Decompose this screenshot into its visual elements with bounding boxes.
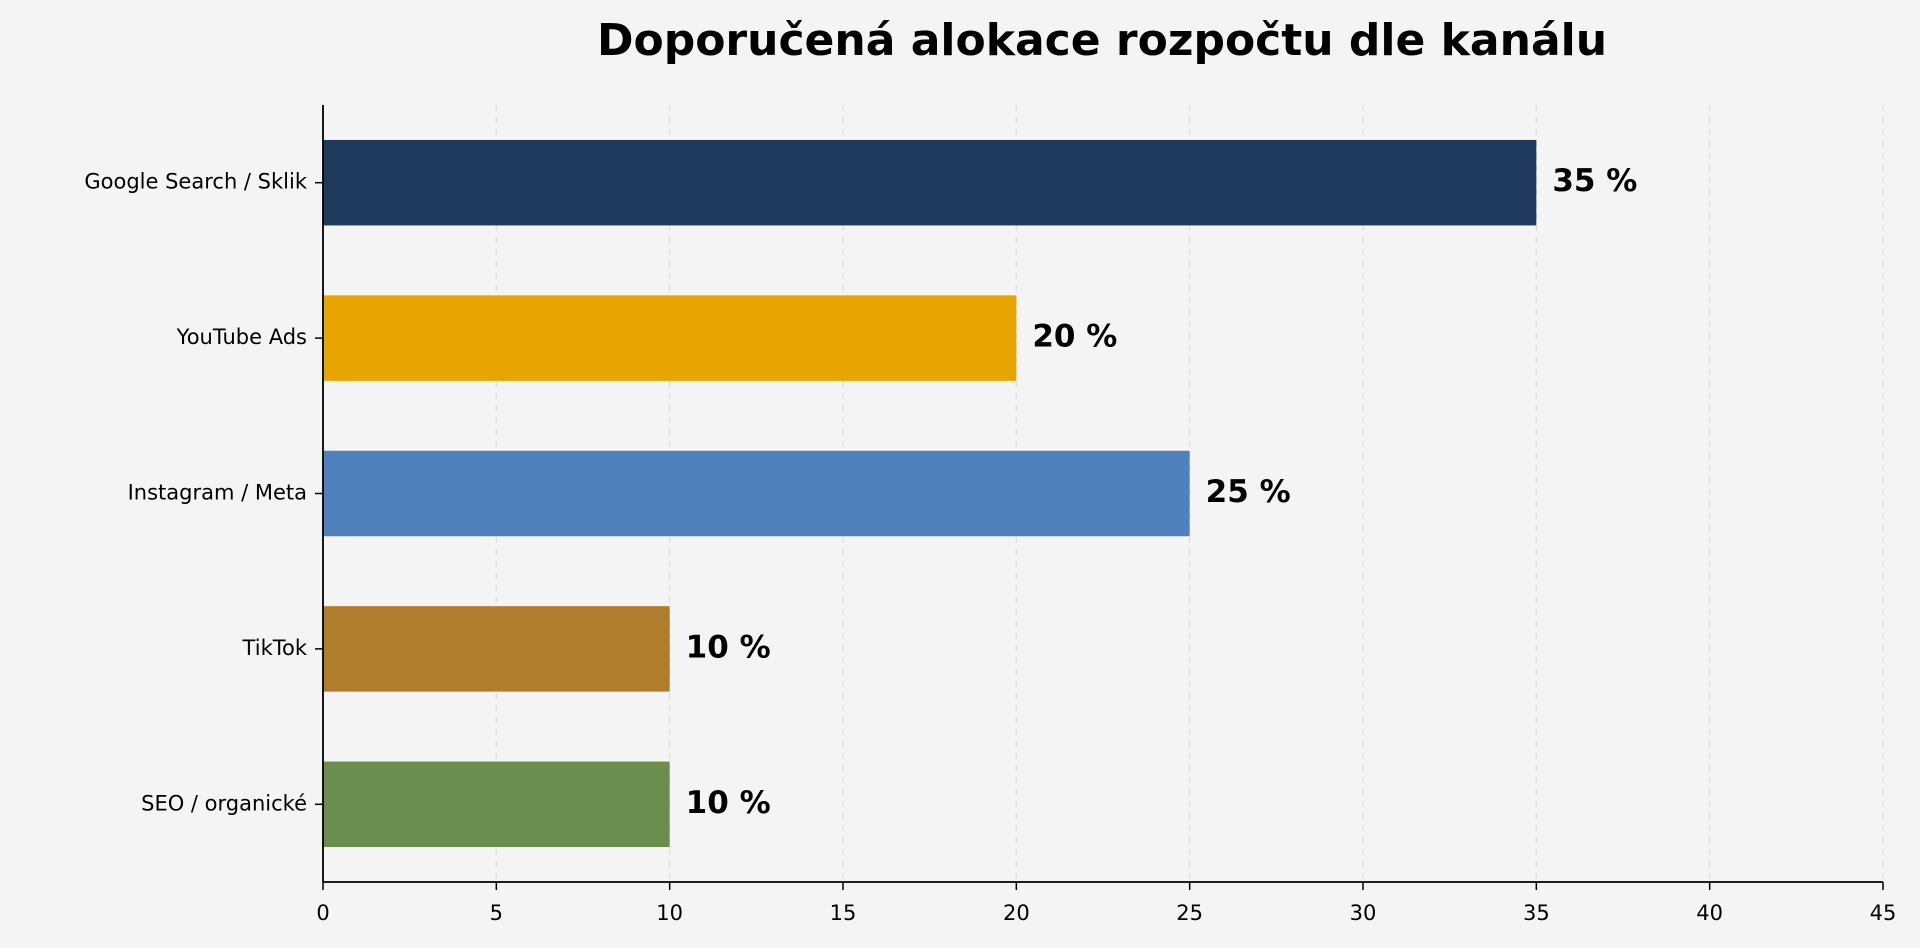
x-tick-label: 10	[656, 901, 683, 925]
y-tick-label: TikTok	[242, 636, 308, 660]
y-tick-label: SEO / organické	[141, 791, 307, 815]
y-tick-label: Instagram / Meta	[128, 481, 307, 505]
bar	[323, 606, 670, 692]
value-label: 10 %	[686, 629, 771, 665]
value-label: 35 %	[1552, 163, 1637, 199]
x-tick-label: 35	[1523, 901, 1550, 925]
x-tick-label: 40	[1696, 901, 1723, 925]
x-tick-label: 20	[1003, 901, 1030, 925]
value-label: 25 %	[1206, 474, 1291, 510]
chart-title: Doporučená alokace rozpočtu dle kanálu	[597, 15, 1607, 66]
value-label: 10 %	[686, 785, 771, 821]
x-tick-label: 25	[1176, 901, 1203, 925]
bar	[323, 295, 1017, 381]
bar	[323, 450, 1190, 537]
value-label: 20 %	[1032, 319, 1117, 355]
x-tick-label: 45	[1870, 901, 1897, 925]
bar	[323, 139, 1537, 226]
x-tick-label: 15	[830, 901, 857, 925]
x-tick-label: 30	[1350, 901, 1377, 925]
x-tick-label: 5	[490, 901, 503, 925]
x-tick-label: 0	[316, 901, 329, 925]
bar	[323, 761, 670, 848]
y-tick-label: YouTube Ads	[176, 325, 307, 349]
y-tick-label: Google Search / Sklik	[84, 170, 307, 194]
